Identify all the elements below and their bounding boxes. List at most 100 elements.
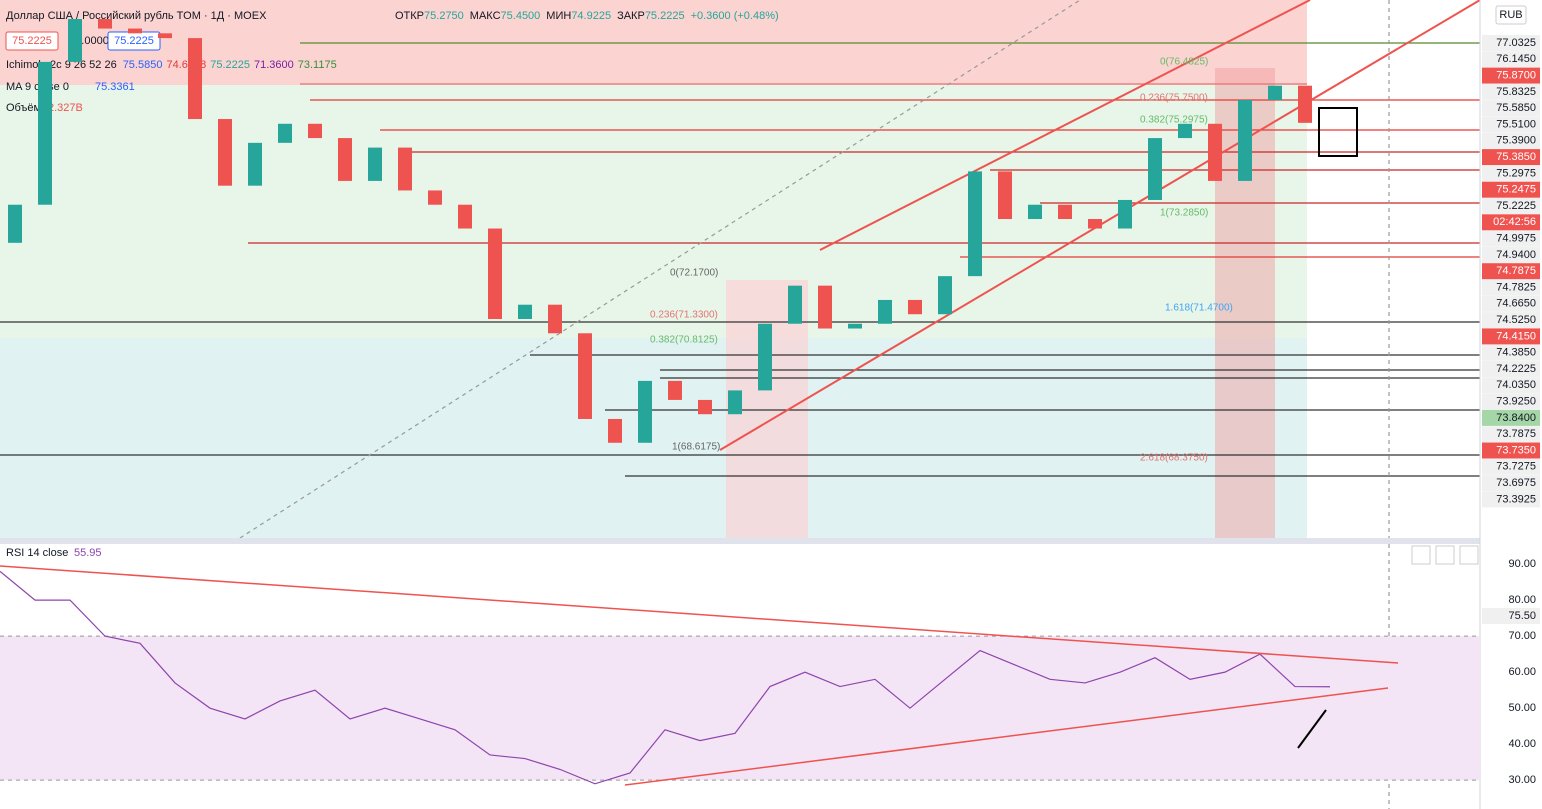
candle: [788, 285, 802, 324]
price-label-bg: [1482, 295, 1540, 312]
candle: [1298, 85, 1312, 123]
fib-label: 0.382(75.2975): [1140, 115, 1208, 126]
candle: [68, 19, 82, 62]
price-label-bg: [1482, 458, 1540, 475]
price-label: 73.9250: [1496, 396, 1536, 408]
fib-label: 0(72.1700): [670, 268, 718, 279]
rsi-line: [0, 570, 1331, 785]
ohlc-value: 74.9225: [571, 10, 611, 22]
price-label-bg: [1482, 230, 1540, 247]
rsi-name: RSI 14 close: [6, 547, 68, 559]
price-label: 74.7825: [1496, 281, 1536, 293]
candle: [1208, 123, 1222, 181]
price-label: 75.2475: [1496, 184, 1536, 196]
price-label: 75.8325: [1496, 86, 1536, 98]
candle: [308, 123, 322, 139]
arrow: [1297, 709, 1327, 749]
candle: [8, 204, 22, 243]
candle: [488, 228, 502, 319]
candle: [818, 285, 832, 329]
price-label-bg: [1482, 149, 1540, 166]
price-label-bg: [1482, 116, 1540, 133]
candle: [1058, 204, 1072, 220]
price-label-bg: [1482, 181, 1540, 198]
rsi-tick-label: 50.00: [1508, 702, 1536, 714]
candle: [758, 323, 772, 391]
rsi-tick-label: 30.00: [1508, 774, 1536, 786]
rsi-value: 55.95: [74, 547, 102, 559]
price-label-bg: [1482, 35, 1540, 51]
candle: [248, 142, 262, 186]
candle: [398, 147, 412, 191]
rsi-tick-label: 70.00: [1508, 630, 1536, 642]
ichimoku-value: 75.2225: [210, 59, 250, 71]
price-label: 74.7875: [1496, 265, 1536, 277]
price-label: 74.0350: [1496, 379, 1536, 391]
candle: [428, 190, 442, 205]
candle: [1238, 99, 1252, 181]
quote: 75.2225: [12, 35, 52, 47]
currency[interactable]: RUB: [1499, 9, 1522, 21]
ichimoku-value: 71.3600: [254, 59, 294, 71]
fib-label: 0.382(70.8125): [650, 335, 718, 346]
candle: [128, 28, 142, 34]
candle: [668, 380, 682, 400]
candle: [278, 123, 292, 143]
quote: 75.2225: [114, 35, 154, 47]
button[interactable]: [1459, 545, 1479, 565]
zone: [0, 85, 1307, 338]
price-label: 76.1450: [1496, 53, 1536, 65]
price-label-bg: [1482, 132, 1540, 149]
volume-name: Объём: [6, 102, 41, 114]
candle: [728, 390, 742, 415]
fib-label: 2.618(68.3750): [1140, 453, 1208, 464]
ma-value: 75.3361: [95, 81, 135, 93]
trendline: [0, 565, 1399, 664]
quote-box: [5, 31, 59, 51]
candle: [1178, 123, 1192, 139]
rsi-current-bg: [1482, 608, 1540, 624]
ohlc-key: ОТКР: [395, 10, 424, 22]
quote: 0.0000: [75, 35, 109, 47]
price-label-bg: [1482, 328, 1540, 345]
candle: [698, 399, 712, 415]
ohlc-value: 75.2225: [645, 10, 685, 22]
price-label-bg: [1482, 344, 1540, 361]
pane-divider: [0, 538, 1542, 544]
price-label: 74.5250: [1496, 314, 1536, 326]
candle: [188, 38, 202, 120]
trendline: [624, 687, 1389, 786]
ohlc-value: 75.4500: [501, 10, 541, 22]
price-label: 77.0325: [1496, 37, 1536, 49]
candle: [458, 204, 472, 229]
ohlc-key: ЗАКР: [617, 10, 645, 22]
ohlc-value: 75.2750: [424, 10, 464, 22]
price-label: 75.3850: [1496, 151, 1536, 163]
button[interactable]: [1435, 545, 1455, 565]
price-label: 75.5850: [1496, 102, 1536, 114]
button[interactable]: [1411, 545, 1431, 565]
ichimoku-name: Ichimoku2c 9 26 52 26: [6, 59, 117, 71]
candle: [38, 61, 52, 205]
pane-buttons[interactable]: [1411, 545, 1479, 565]
candle: [638, 380, 652, 443]
price-label: 74.3850: [1496, 347, 1536, 359]
ichimoku-value: 73.1175: [298, 59, 337, 71]
candle: [998, 171, 1012, 220]
currency-button[interactable]: [1495, 5, 1527, 25]
fib-label: 0(76.4825): [1160, 57, 1208, 68]
fib-label: 0.236(75.7500): [1140, 93, 1208, 104]
price-label-bg: [1482, 263, 1540, 280]
price-label: 74.6650: [1496, 298, 1536, 310]
volume-value: 2.327B: [48, 102, 83, 114]
price-label: 74.9975: [1496, 233, 1536, 245]
price-label: 73.7350: [1496, 444, 1536, 456]
rsi-tick-label: 80.00: [1508, 594, 1536, 606]
price-label-bg: [1482, 279, 1540, 296]
candle: [908, 299, 922, 315]
price-label-bg: [1482, 246, 1540, 263]
candle: [548, 304, 562, 334]
candle: [1028, 204, 1042, 220]
price-label: 75.3900: [1496, 135, 1536, 147]
